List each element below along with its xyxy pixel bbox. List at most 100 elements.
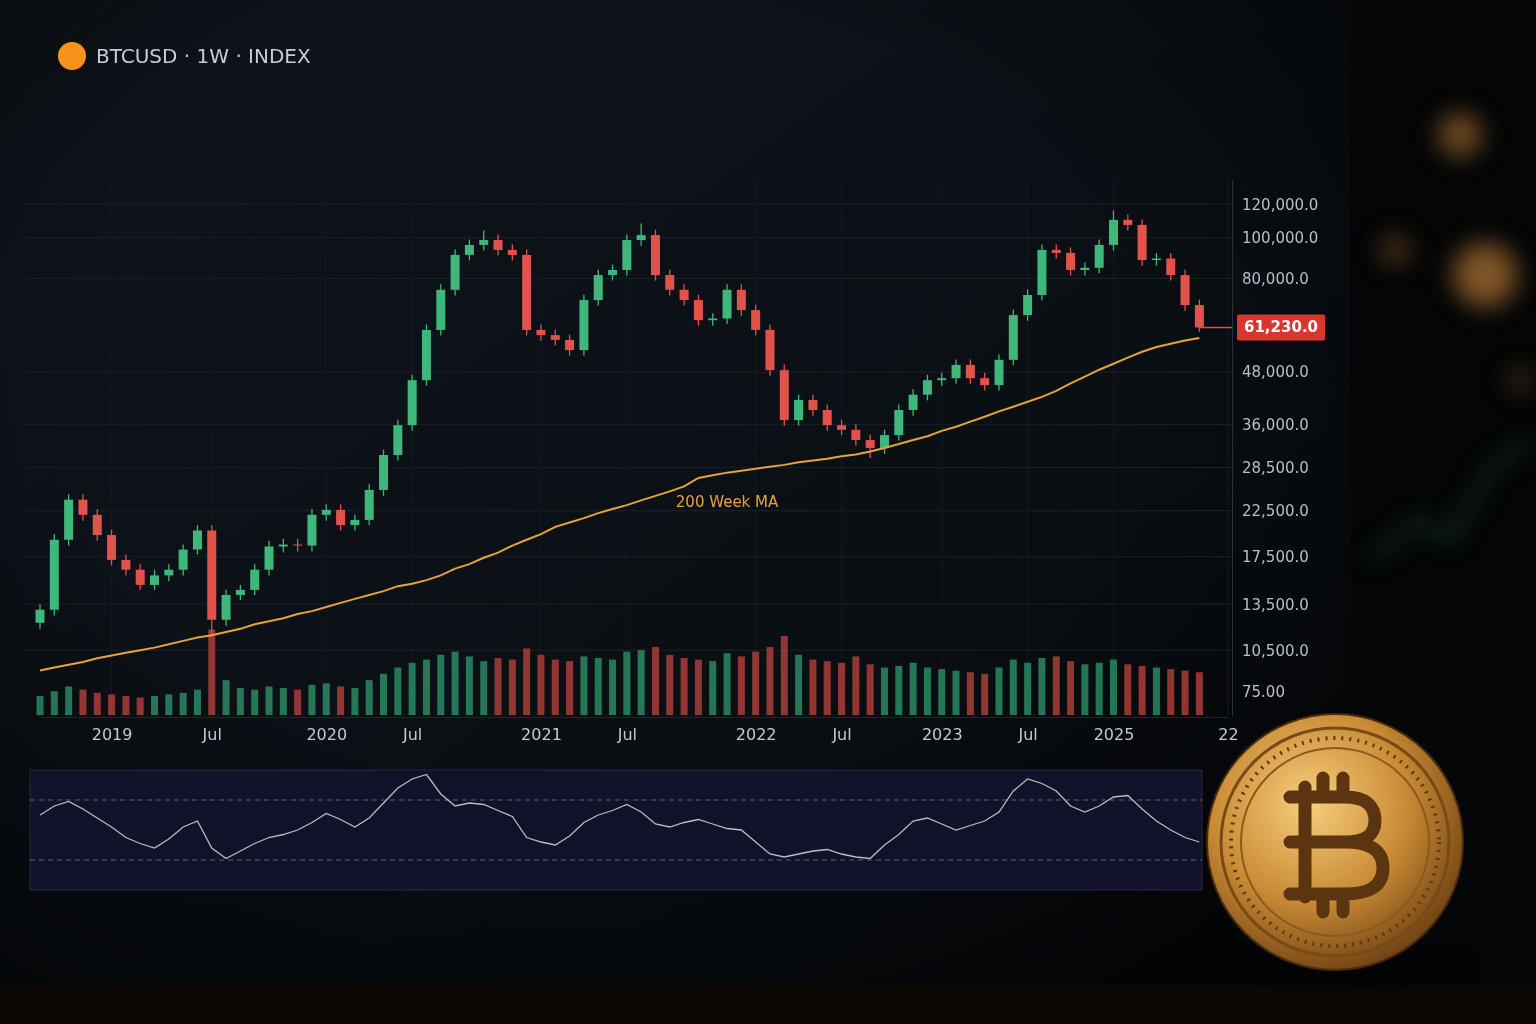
volume-bar bbox=[380, 674, 387, 715]
volume-bar bbox=[437, 655, 444, 715]
volume-bar bbox=[781, 636, 788, 715]
coin-ring bbox=[1221, 728, 1449, 956]
candle-body bbox=[665, 275, 674, 290]
candle-body bbox=[136, 570, 145, 585]
y-tick-label: 80,000.0 bbox=[1242, 270, 1309, 288]
volume-bar bbox=[566, 661, 573, 715]
volume-bar bbox=[967, 672, 974, 715]
volume-axis-line bbox=[1232, 621, 1233, 716]
x-tick: Jul bbox=[617, 717, 637, 744]
y-tick-label: 13,500.0 bbox=[1242, 596, 1309, 614]
candle-body bbox=[50, 540, 59, 610]
y-tick: 120,000.0 bbox=[1232, 196, 1318, 214]
volume-bar bbox=[638, 650, 645, 715]
candle-body bbox=[1166, 259, 1175, 276]
candle-body bbox=[708, 318, 717, 320]
volume-bar bbox=[366, 680, 373, 715]
last-price-box bbox=[1237, 314, 1325, 340]
candle-body bbox=[350, 520, 359, 525]
bokeh-light bbox=[1453, 243, 1517, 307]
volume-bar bbox=[938, 669, 945, 715]
volume-bar bbox=[580, 656, 587, 715]
volume-bar bbox=[194, 690, 201, 715]
x-tick: 2020 bbox=[306, 717, 347, 744]
bokeh-light bbox=[1438, 113, 1482, 157]
volume-bar bbox=[466, 656, 473, 715]
grid-line bbox=[25, 604, 1232, 605]
candle-body bbox=[150, 575, 159, 585]
volume-bar bbox=[595, 658, 602, 715]
y-tick-label: 10,500.0 bbox=[1242, 642, 1309, 660]
volume-bar bbox=[724, 653, 731, 715]
x-tick-label: Jul bbox=[202, 725, 222, 744]
candle-body bbox=[737, 290, 746, 310]
volume-bar bbox=[838, 663, 845, 715]
x-axis: 2019Jul2020Jul2021Jul2022Jul2023Jul20252… bbox=[41, 717, 1239, 744]
y-tick-label: 100,000.0 bbox=[1242, 229, 1318, 247]
x-tick-label: Jul bbox=[402, 725, 422, 744]
grid-line bbox=[326, 180, 327, 715]
bokeh-line bbox=[1370, 440, 1530, 560]
volume-bar bbox=[910, 663, 917, 715]
bokeh bbox=[1370, 113, 1534, 560]
volume-bar bbox=[953, 671, 960, 715]
volume-bar bbox=[1096, 663, 1103, 715]
candle-body bbox=[765, 330, 774, 370]
grid-line bbox=[1228, 180, 1229, 715]
title-icon bbox=[58, 42, 86, 70]
volume-bar bbox=[1167, 669, 1174, 715]
candle-body bbox=[808, 400, 817, 410]
volume-bar bbox=[895, 666, 902, 715]
x-tick: Jul bbox=[402, 717, 422, 744]
candle-body bbox=[379, 455, 388, 490]
bokeh-light bbox=[1379, 234, 1411, 266]
volume-bar bbox=[1067, 661, 1074, 715]
coin-glyph bbox=[1290, 778, 1383, 912]
coin-ring bbox=[1241, 748, 1429, 936]
volume-bar bbox=[824, 661, 831, 715]
coin bbox=[1207, 714, 1463, 982]
volume-bar bbox=[867, 664, 874, 715]
candle-body bbox=[307, 515, 316, 546]
candle-body bbox=[1066, 253, 1075, 270]
last-price-tag: 61,230.0 bbox=[1237, 314, 1325, 340]
candle-body bbox=[608, 270, 617, 275]
volume-bar bbox=[623, 652, 630, 715]
x-tick-label: 2021 bbox=[521, 725, 562, 744]
candle-body bbox=[622, 240, 631, 270]
volume-bar bbox=[409, 663, 416, 715]
volume-bar bbox=[709, 661, 716, 715]
candle-body bbox=[894, 410, 903, 435]
vignette bbox=[0, 0, 1350, 990]
volume-bar bbox=[94, 693, 101, 715]
volume-bar bbox=[165, 694, 172, 715]
candle-body bbox=[436, 290, 445, 330]
candle-body bbox=[1195, 305, 1204, 327]
volume-bar bbox=[666, 655, 673, 715]
x-tick-label: Jul bbox=[1017, 725, 1037, 744]
volume-bar bbox=[480, 661, 487, 715]
candle-body bbox=[694, 300, 703, 320]
volume-bar bbox=[1053, 656, 1060, 715]
candle-body bbox=[1052, 250, 1061, 253]
oscillator-line bbox=[40, 775, 1199, 859]
candle-body bbox=[637, 235, 646, 240]
oscillator-level bbox=[30, 860, 1202, 861]
candle-body bbox=[866, 440, 875, 448]
volume-bar bbox=[1110, 660, 1117, 715]
candle-body bbox=[1095, 245, 1104, 268]
candle-body bbox=[93, 515, 102, 535]
candle-body bbox=[837, 425, 846, 430]
background bbox=[0, 0, 1536, 1024]
candle-body bbox=[265, 547, 274, 570]
candle-body bbox=[1109, 220, 1118, 245]
volume-bar bbox=[1196, 672, 1203, 715]
candle-body bbox=[494, 240, 503, 250]
y-tick-label: 120,000.0 bbox=[1242, 196, 1318, 214]
volume-bar bbox=[537, 655, 544, 715]
volume-bar bbox=[1124, 664, 1131, 715]
y-tick-label: 48,000.0 bbox=[1242, 363, 1309, 381]
candle-body bbox=[250, 570, 259, 590]
volume-tick: 75.00 bbox=[1232, 683, 1285, 701]
volume-bar bbox=[766, 647, 773, 715]
